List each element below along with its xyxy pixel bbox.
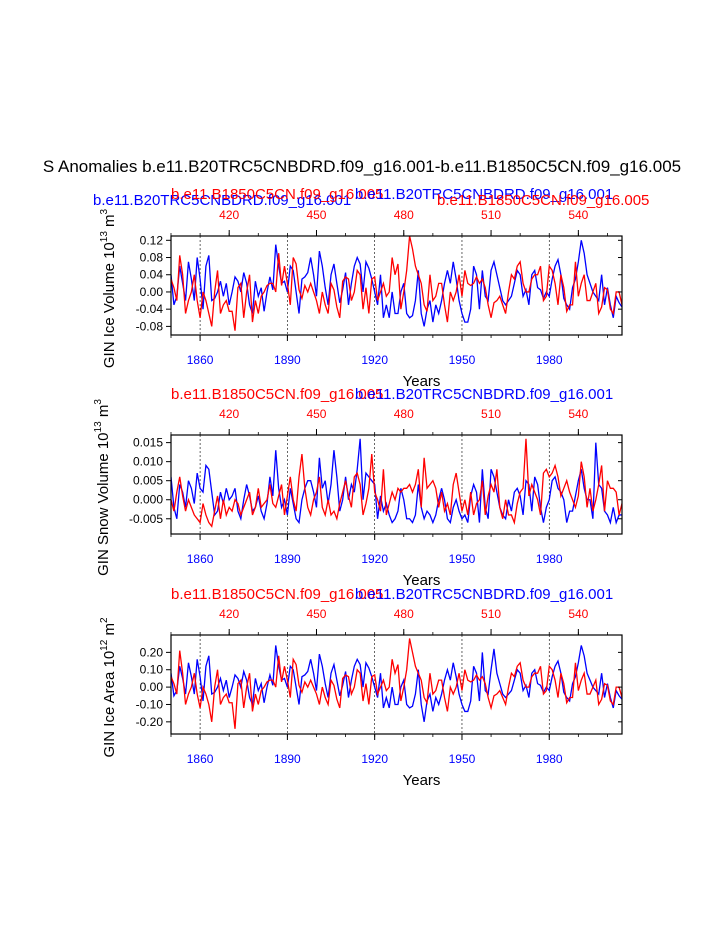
panel-1: -0.08 -0.04 0.00 0.04 0.08 0.12 1860 1890 1920 19…: [93, 186, 649, 390]
y-tick-label: 0.20: [140, 645, 164, 659]
y-tick-label: 0.015: [133, 436, 163, 450]
y-tick-label: 0.000: [133, 493, 163, 507]
plot-frame: [170, 434, 623, 535]
y-axis-label-part: 13: [99, 231, 110, 243]
series-line-red: [171, 638, 622, 729]
top-x-tick-label: 480: [394, 607, 414, 621]
top-x-tick-label: 540: [568, 208, 588, 222]
run-label-red: b.e11.B1850C5CN.f09_g16.005: [171, 186, 383, 203]
x-tick-label: 1890: [274, 552, 301, 566]
y-axis-label-part: 13: [93, 421, 104, 433]
run-label-red: b.e11.B1850C5CN.f09_g16.005: [437, 192, 649, 209]
x-tick-label: 1950: [449, 752, 476, 766]
y-tick-label: 0.010: [133, 455, 163, 469]
y-tick-label: -0.005: [129, 512, 163, 526]
x-tick-label: 1860: [187, 752, 214, 766]
plot-frame: [170, 634, 623, 735]
x-tick-label: 1950: [449, 353, 476, 367]
y-axis-label-part: m: [101, 623, 118, 640]
top-x-tick-label: 420: [219, 208, 239, 222]
y-axis-label-part: GIN Ice Volume 10: [101, 242, 118, 368]
y-axis-label-part: m: [95, 405, 112, 422]
panel-2: -0.005 0.000 0.005 0.010 0.015 1860 1890 1920 19…: [93, 386, 623, 589]
y-tick-label: -0.20: [136, 715, 164, 729]
panel-3: -0.20 -0.10 0.00 0.10 0.20 1860 1890 1920 1950 19…: [99, 586, 623, 789]
top-x-tick-label: 450: [306, 407, 326, 421]
top-x-tick-label: 450: [306, 208, 326, 222]
y-tick-label: 0.00: [140, 285, 164, 299]
top-x-tick-label: 540: [568, 407, 588, 421]
top-x-tick-label: 510: [481, 407, 501, 421]
y-tick-label: 0.12: [140, 233, 164, 247]
x-tick-label: 1920: [361, 552, 388, 566]
x-axis-label: Years: [403, 373, 441, 390]
run-label-red: b.e11.B1850C5CN.f09_g16.005: [171, 586, 383, 603]
run-label-red: b.e11.B1850C5CN.f09_g16.005: [171, 386, 383, 403]
y-tick-label: 0.08: [140, 251, 164, 265]
series-line-red: [171, 438, 622, 528]
top-x-tick-label: 480: [394, 407, 414, 421]
x-tick-label: 1890: [274, 752, 301, 766]
y-axis-label-part: 3: [99, 208, 110, 214]
y-axis-label-part: 2: [99, 617, 110, 623]
x-tick-label: 1980: [536, 353, 563, 367]
series-line-red: [171, 236, 622, 331]
run-label-blue: b.e11.B20TRC5CNBDRD.f09_g16.001: [355, 186, 613, 203]
series-line-blue: [171, 240, 622, 327]
y-tick-label: -0.10: [136, 697, 164, 711]
x-tick-label: 1950: [449, 552, 476, 566]
top-x-tick-label: 420: [219, 607, 239, 621]
top-x-tick-label: 540: [568, 607, 588, 621]
y-axis-label-part: 3: [93, 399, 104, 405]
figure-title: S Anomalies b.e11.B20TRC5CNBDRD.f09_g16.…: [43, 157, 681, 176]
series-line-blue: [171, 438, 622, 525]
y-axis-label: GIN Ice Volume 1013 m3: [99, 208, 118, 368]
top-x-tick-label: 420: [219, 407, 239, 421]
y-axis-label: GIN Ice Area 1012 m2: [99, 617, 118, 758]
top-x-tick-label: 480: [394, 208, 414, 222]
x-tick-label: 1980: [536, 552, 563, 566]
y-tick-label: 0.04: [140, 268, 164, 282]
y-tick-label: 0.00: [140, 680, 164, 694]
y-axis-label-part: m: [101, 214, 118, 231]
y-tick-label: 0.005: [133, 474, 163, 488]
run-label-blue: b.e11.B20TRC5CNBDRD.f09_g16.001: [355, 386, 613, 403]
y-tick-label: -0.08: [136, 319, 164, 333]
x-tick-label: 1860: [187, 552, 214, 566]
y-tick-label: -0.04: [136, 302, 164, 316]
x-tick-label: 1860: [187, 353, 214, 367]
y-axis-label-part: GIN Ice Area 10: [101, 651, 118, 758]
y-axis-label: GIN Snow Volume 1013 m3: [93, 399, 112, 576]
x-axis-label: Years: [403, 572, 441, 589]
series-line-blue: [171, 645, 622, 722]
run-label-blue: b.e11.B20TRC5CNBDRD.f09_g16.001: [355, 586, 613, 603]
y-tick-label: 0.10: [140, 663, 164, 677]
x-axis-label: Years: [403, 772, 441, 789]
x-tick-label: 1980: [536, 752, 563, 766]
run-label-blue: b.e11.B20TRC5CNBDRD.f09_g16.001: [93, 192, 351, 209]
x-tick-label: 1920: [361, 353, 388, 367]
top-x-tick-label: 450: [306, 607, 326, 621]
y-axis-label-part: GIN Snow Volume 10: [95, 432, 112, 575]
plot-frame: [170, 235, 623, 336]
top-x-tick-label: 510: [481, 607, 501, 621]
y-axis-label-part: 12: [99, 639, 110, 651]
x-tick-label: 1890: [274, 353, 301, 367]
top-x-tick-label: 510: [481, 208, 501, 222]
x-tick-label: 1920: [361, 752, 388, 766]
